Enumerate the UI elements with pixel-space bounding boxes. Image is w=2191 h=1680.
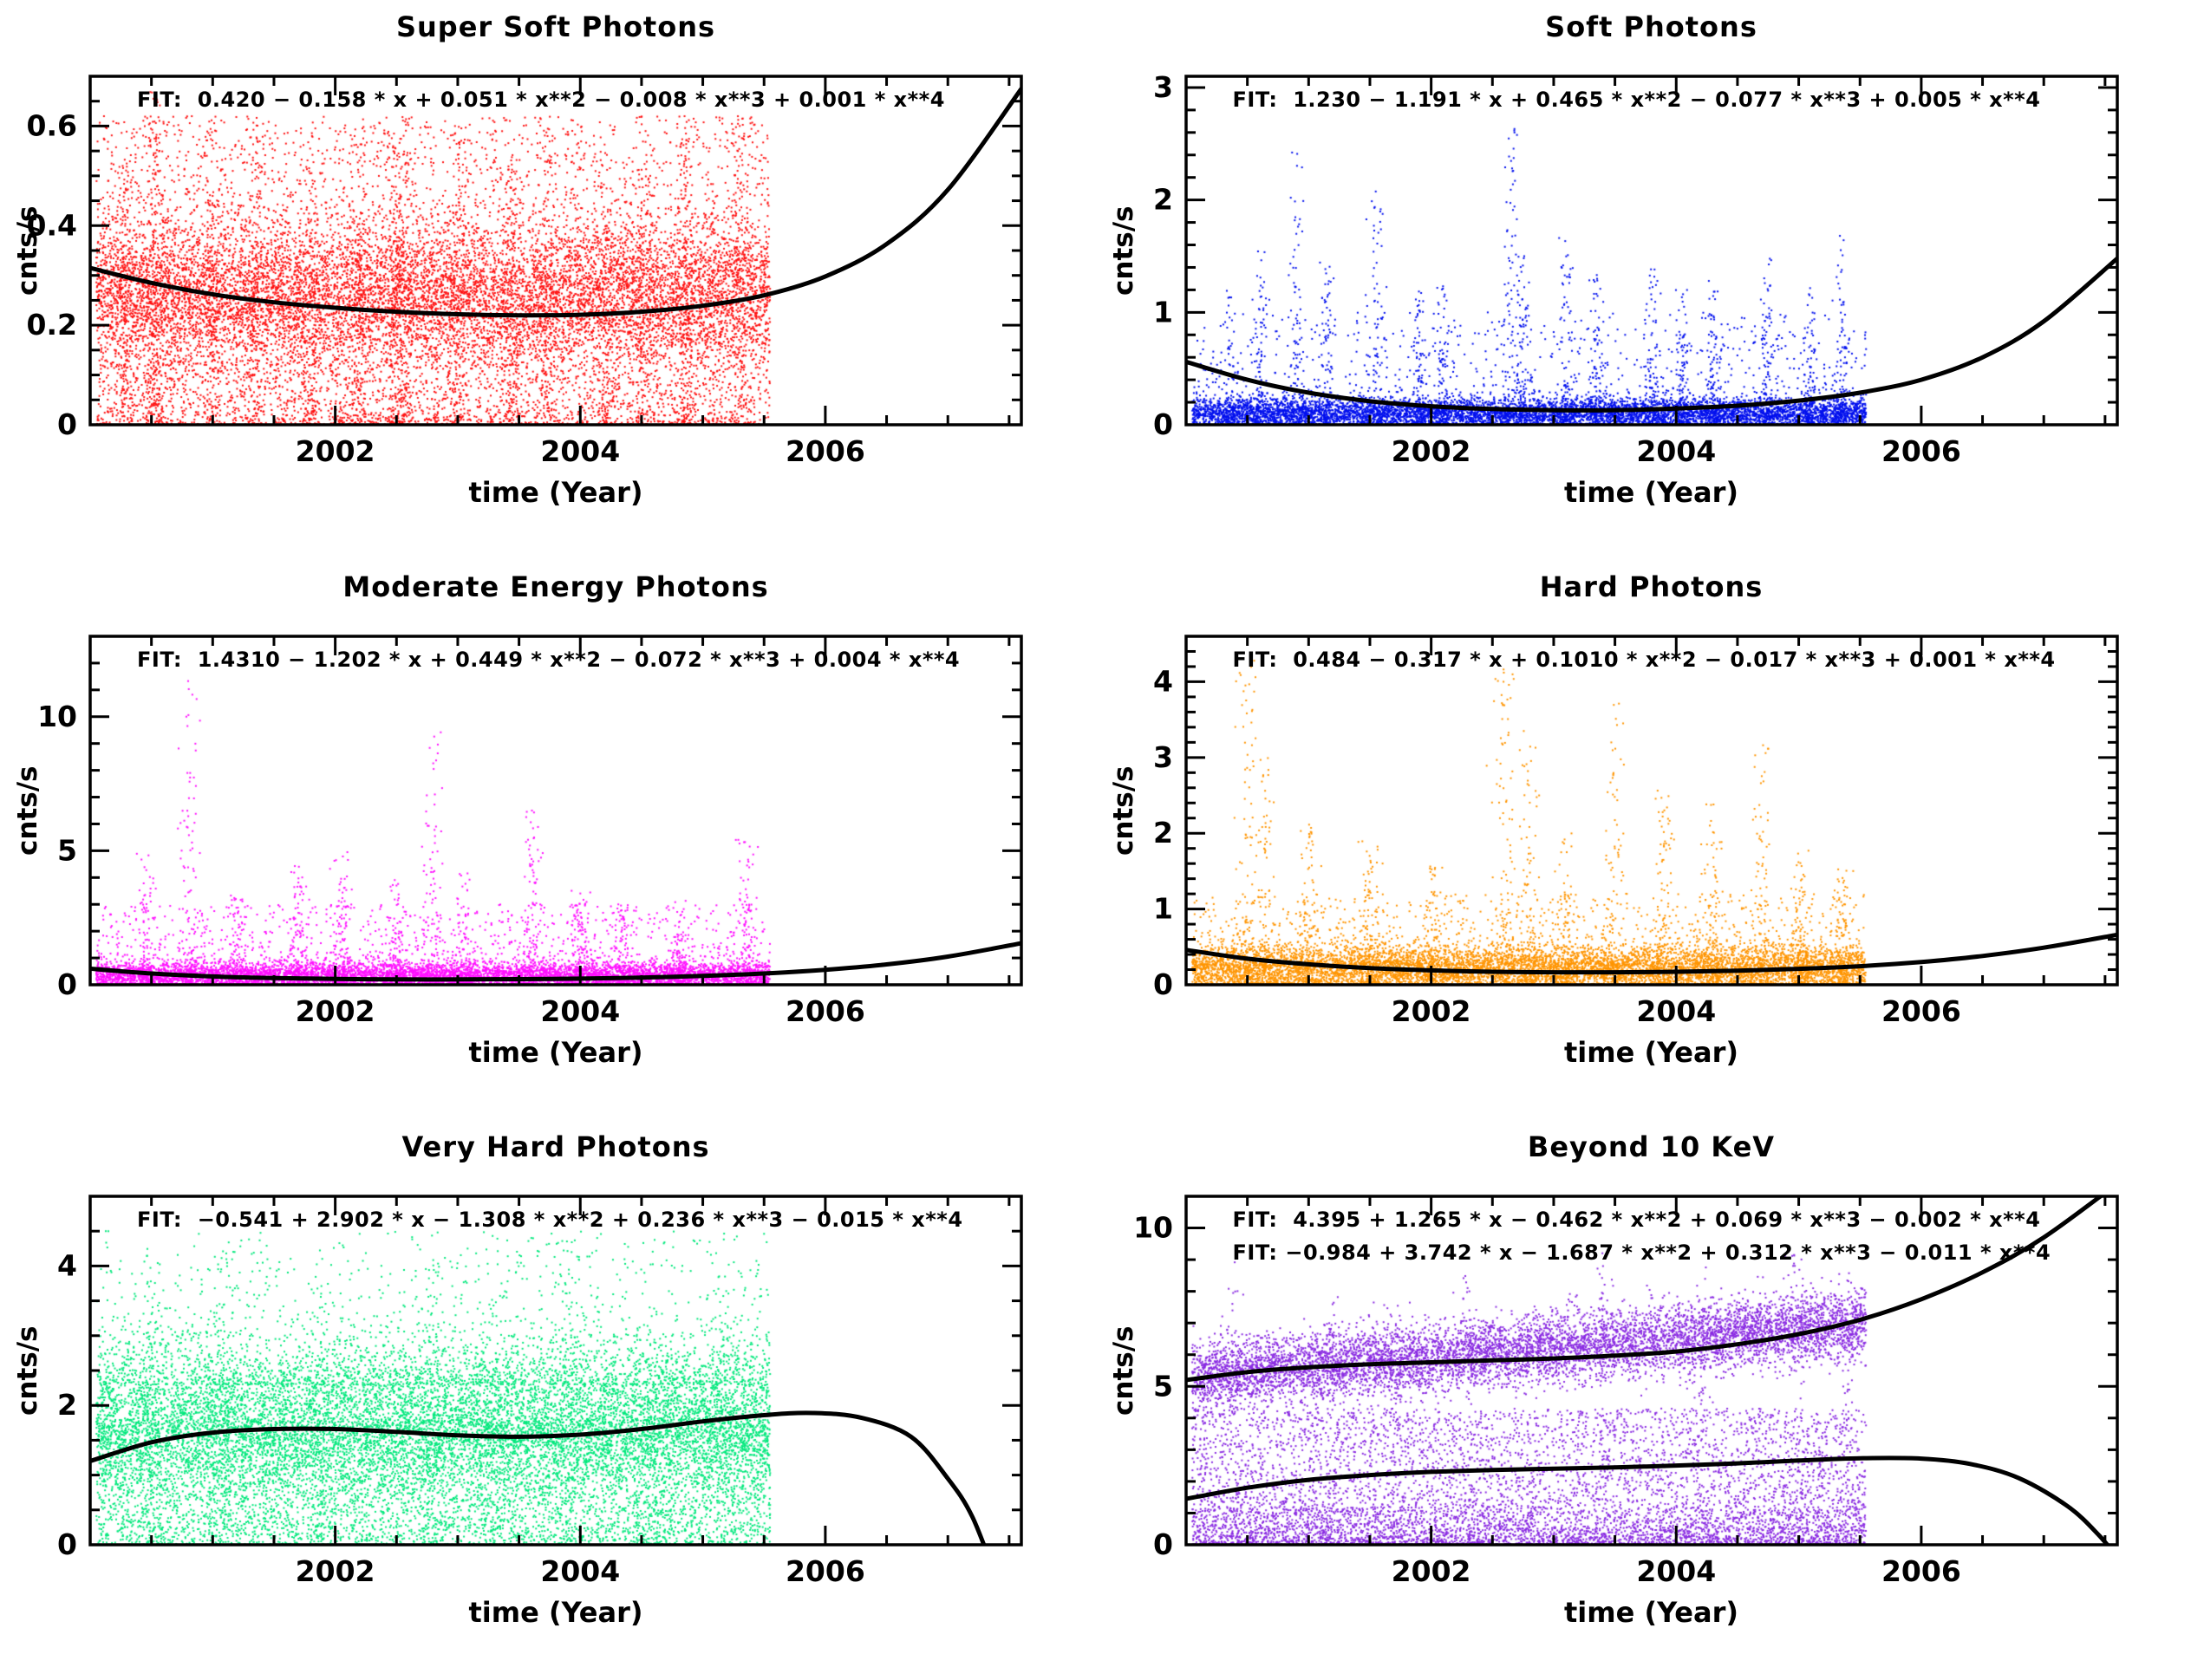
scatter-canvas [1095,1120,2191,1680]
y-axis-label: cnts/s [1107,765,1139,856]
x-axis-label: time (Year) [468,476,643,509]
svg-text:2002: 2002 [1391,994,1470,1028]
x-axis-label: time (Year) [1563,1596,1738,1629]
scatter-canvas [1095,560,2191,1120]
fit-label-upper: FIT: 4.395 + 1.265 * x − 0.462 * x**2 + … [1232,1208,2041,1232]
svg-text:2004: 2004 [540,1554,620,1588]
svg-text:1: 1 [1153,295,1173,329]
y-axis-label: cnts/s [12,1325,43,1416]
svg-text:3: 3 [1153,70,1173,104]
fit-label-lower: FIT: −0.984 + 3.742 * x − 1.687 * x**2 +… [1232,1240,2051,1265]
svg-text:2002: 2002 [1391,434,1470,468]
svg-text:0: 0 [57,407,77,441]
y-axis-label: cnts/s [12,205,43,296]
svg-text:4: 4 [57,1248,77,1282]
svg-text:5: 5 [57,833,77,867]
svg-text:10: 10 [1133,1211,1173,1245]
y-axis-label: cnts/s [1107,1325,1139,1416]
svg-text:2002: 2002 [296,1554,375,1588]
fit-label: FIT: 1.4310 − 1.202 * x + 0.449 * x**2 −… [137,648,961,672]
scatter-canvas [0,560,1095,1120]
svg-text:2004: 2004 [540,994,620,1028]
panel-super-soft-photons: Super Soft Photons 20022004200600.20.40.… [0,0,1095,560]
svg-text:2006: 2006 [1881,994,1960,1028]
scatter-canvas [1095,0,2191,560]
svg-text:0.6: 0.6 [27,108,77,142]
svg-text:4: 4 [1153,664,1173,698]
svg-text:3: 3 [1153,740,1173,774]
fit-label: FIT: 1.230 − 1.191 * x + 0.465 * x**2 − … [1232,88,2041,112]
x-axis-label: time (Year) [468,1036,643,1069]
svg-text:2002: 2002 [296,994,375,1028]
svg-text:2004: 2004 [540,434,620,468]
svg-text:2004: 2004 [1636,1554,1716,1588]
svg-text:0.4: 0.4 [27,208,77,242]
axes-svg: 2002 2004 2006 0 1 2 3 [1153,70,2119,468]
svg-text:2006: 2006 [786,994,865,1028]
scatter-canvas [0,0,1095,560]
svg-text:5: 5 [1153,1369,1173,1403]
svg-text:0: 0 [57,967,77,1001]
axes-svg: 2002 2004 2006 0 1 2 3 4 [1153,635,2119,1028]
y-axis-label: cnts/s [12,765,43,856]
svg-text:0: 0 [1153,967,1173,1001]
axes-svg: 2002 2004 2006 0 0.2 0.4 0.6 [27,75,1023,468]
y-axis-label: cnts/s [1107,205,1139,296]
fit-label: FIT: 0.484 − 0.317 * x + 0.1010 * x**2 −… [1232,648,2056,672]
svg-text:2006: 2006 [1881,1554,1960,1588]
svg-text:2: 2 [57,1388,77,1422]
svg-text:2006: 2006 [786,1554,865,1588]
svg-text:10: 10 [37,700,77,733]
x-axis-label: time (Year) [1563,476,1738,509]
svg-text:2006: 2006 [786,434,865,468]
axes-svg: 2002 2004 2006 0 5 10 [1133,1195,2119,1588]
panel-moderate-energy-photons: Moderate Energy Photons 2002200420060510… [0,560,1095,1120]
svg-text:2: 2 [1153,816,1173,850]
svg-text:2: 2 [1153,183,1173,217]
svg-text:2004: 2004 [1636,994,1716,1028]
x-axis-label: time (Year) [1563,1036,1738,1069]
fit-label: FIT: −0.541 + 2.902 * x − 1.308 * x**2 +… [137,1208,963,1232]
svg-text:0: 0 [57,1527,77,1561]
svg-text:0.2: 0.2 [27,308,77,342]
x-axis-label: time (Year) [468,1596,643,1629]
fit-label: FIT: 0.420 − 0.158 * x + 0.051 * x**2 − … [137,88,945,112]
svg-text:1: 1 [1153,892,1173,926]
svg-text:0: 0 [1153,1527,1173,1561]
axes-svg: 2002 2004 2006 0 2 4 [57,1195,1023,1588]
scatter-canvas [0,1120,1095,1680]
svg-text:2004: 2004 [1636,434,1716,468]
svg-text:2006: 2006 [1881,434,1960,468]
svg-text:2002: 2002 [296,434,375,468]
svg-text:2002: 2002 [1391,1554,1470,1588]
svg-text:0: 0 [1153,407,1173,441]
axes-svg: 2002 2004 2006 0 5 10 [37,635,1023,1028]
